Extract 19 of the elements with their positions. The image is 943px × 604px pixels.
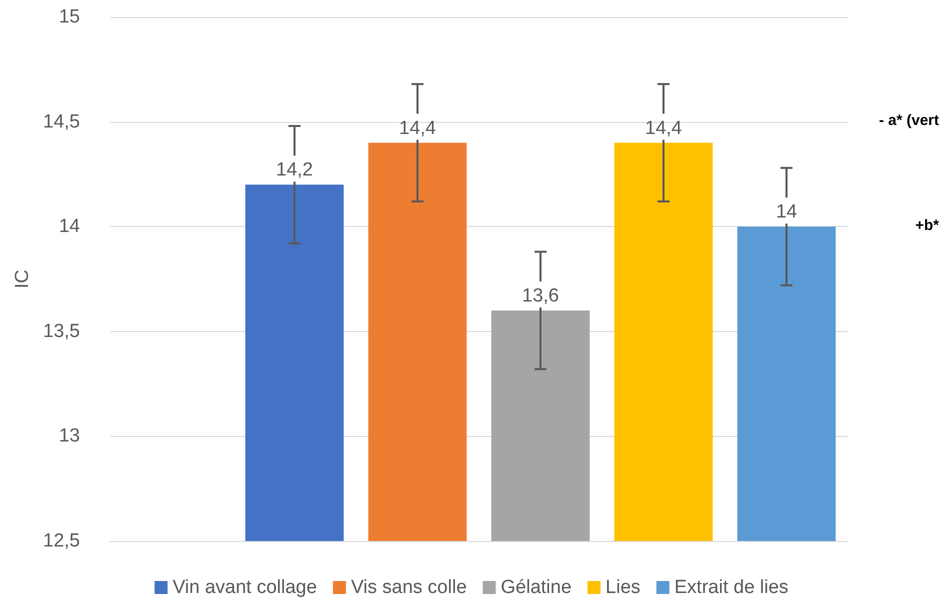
legend-label: Vin avant collage [172,577,317,598]
legend-label: Lies [606,577,640,598]
y-tick-label: 13 [58,426,80,447]
y-tick-label: 13,5 [43,320,80,342]
data-label: 14,4 [399,118,436,139]
data-label: 13,6 [522,285,559,306]
data-label: 14 [776,202,798,223]
y-tick-label: 15 [58,6,80,28]
y-axis-title: IC [12,270,33,288]
text: +b* [915,217,940,234]
data-label: 14,4 [645,118,682,139]
legend-label: Gélatine [500,577,572,598]
data-label: 14,2 [276,160,313,181]
y-tick-label: 12,5 [43,530,80,552]
text: - a* (vert [878,112,940,129]
legend-label: Vis sans colle [350,577,467,598]
y-tick-label: 14,5 [43,111,80,132]
y-tick-label: 14 [58,216,80,238]
legend-label: Extrait de lies [674,577,788,598]
